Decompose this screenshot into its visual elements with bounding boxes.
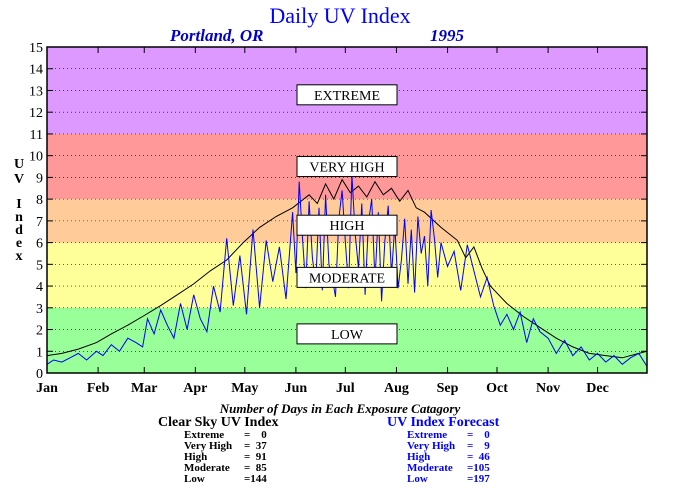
plot-frame <box>46 46 648 374</box>
y-axis-letter: U <box>13 157 25 172</box>
stats-caption: Number of Days in Each Exposure Catagory <box>219 401 461 416</box>
clear-sky-title: Clear Sky UV Index <box>158 415 279 430</box>
x-tick-label: May <box>231 381 258 396</box>
stat-label: Very High <box>184 440 233 452</box>
stat-value: = 9 <box>467 440 490 452</box>
band-label-box <box>296 214 398 236</box>
y-axis-letter: n <box>15 210 23 225</box>
stat-label: Low <box>407 473 428 485</box>
stat-label: Very High <box>407 440 456 452</box>
stat-value: = 91 <box>244 451 267 463</box>
y-axis-letter: x <box>15 249 23 264</box>
stat-value: = 85 <box>244 462 267 474</box>
stat-value: =144 <box>244 473 267 485</box>
y-tick-label: 8 <box>36 193 43 208</box>
x-tick-label: Feb <box>87 381 110 396</box>
y-tick-label: 9 <box>36 171 43 186</box>
location-label: Portland, OR <box>170 26 264 45</box>
chart-title: Daily UV Index <box>269 3 411 28</box>
forecast-title: UV Index Forecast <box>387 415 500 430</box>
clear-sky-stats: Clear Sky UV Index Extreme = 0 Very High =… <box>158 415 294 485</box>
stat-value: = 0 <box>244 429 267 441</box>
x-tick-label: Dec <box>586 381 609 396</box>
x-tick-label: Jan <box>36 381 58 396</box>
stat-row: Extreme = 0 <box>158 430 294 441</box>
y-tick-label: 11 <box>30 128 43 143</box>
stat-row: High = 46 <box>387 452 517 463</box>
y-tick-label: 14 <box>29 63 43 78</box>
clear-sky-line <box>46 178 648 359</box>
y-tick-label: 12 <box>29 106 43 121</box>
band-label: EXTREME <box>314 89 380 104</box>
stat-label: Low <box>184 473 205 485</box>
stat-row: Low =197 <box>387 474 517 485</box>
stat-value: = 0 <box>467 429 490 441</box>
y-axis-letter: e <box>15 236 23 251</box>
stat-value: = 37 <box>244 440 267 452</box>
y-tick-label: 6 <box>36 237 43 252</box>
y-tick-label: 3 <box>36 302 43 317</box>
stat-label: Extreme <box>184 429 225 441</box>
y-tick-label: 4 <box>36 280 43 295</box>
x-tick-label: Apr <box>183 381 207 396</box>
band-label-box <box>296 84 398 106</box>
x-tick-label: Mar <box>131 381 157 396</box>
y-tick-label: 10 <box>29 150 43 165</box>
y-axis-letter: I <box>16 197 22 212</box>
x-tick-label: Oct <box>486 381 508 396</box>
x-tick-label: Jul <box>336 381 355 396</box>
band-label: HIGH <box>330 219 365 234</box>
stat-row: Low =144 <box>158 474 294 485</box>
band-label-box <box>296 266 398 288</box>
stat-label: High <box>407 451 431 463</box>
forecast-stats: UV Index Forecast Extreme = 0 Very High = … <box>387 415 517 485</box>
stat-row: Extreme = 0 <box>387 430 517 441</box>
band-label-box <box>296 156 398 178</box>
stat-row: Very High = 37 <box>158 441 294 452</box>
stat-row: Moderate = 85 <box>158 463 294 474</box>
band-label: MODERATE <box>309 271 385 286</box>
stat-row: Moderate =105 <box>387 463 517 474</box>
y-tick-label: 0 <box>36 367 43 382</box>
year-label: 1995 <box>430 26 464 45</box>
stat-label: High <box>184 451 208 463</box>
y-axis-letter: d <box>15 223 23 238</box>
y-tick-label: 5 <box>36 258 43 273</box>
band-label: VERY HIGH <box>309 161 384 176</box>
stat-row: Very High = 9 <box>387 441 517 452</box>
stat-label: Moderate <box>184 462 230 474</box>
x-tick-label: Aug <box>384 381 409 396</box>
y-tick-label: 2 <box>36 324 43 339</box>
stat-row: High = 91 <box>158 452 294 463</box>
stat-label: Extreme <box>407 429 448 441</box>
band-label: LOW <box>331 328 364 343</box>
y-tick-label: 7 <box>36 215 43 230</box>
y-tick-label: 13 <box>29 84 43 99</box>
y-axis-letter: V <box>13 172 25 187</box>
x-tick-label: Nov <box>536 381 560 396</box>
stat-value: =105 <box>467 462 490 474</box>
x-tick-label: Jun <box>285 381 308 396</box>
x-tick-label: Sep <box>437 381 459 396</box>
stat-value: = 46 <box>467 451 490 463</box>
stat-label: Moderate <box>407 462 453 474</box>
y-tick-label: 15 <box>29 41 43 56</box>
band-label-box <box>296 323 398 345</box>
stat-value: =197 <box>467 473 490 485</box>
y-tick-label: 1 <box>36 345 43 360</box>
